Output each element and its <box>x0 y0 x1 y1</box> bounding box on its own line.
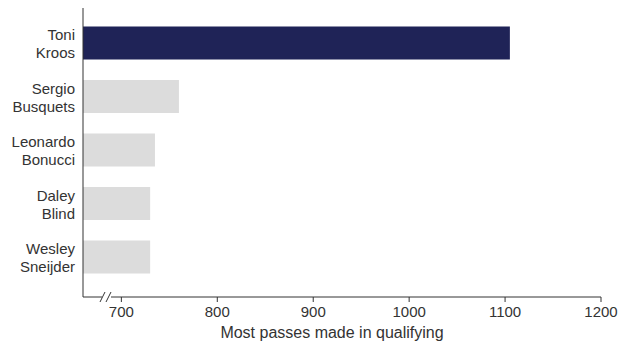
tick-label: 800 <box>205 303 230 320</box>
tick-mark <box>601 297 602 302</box>
bar <box>83 187 150 220</box>
axis-break <box>100 292 105 302</box>
chart: ToniKroos SergioBusquets LeonardoBonucci Da… <box>0 0 624 351</box>
tick-label: 700 <box>109 303 134 320</box>
tick-label: 1100 <box>489 303 521 320</box>
tick-mark <box>313 297 314 302</box>
bar <box>83 134 155 167</box>
tick-mark <box>409 297 410 302</box>
category-label: WesleySneijder <box>20 240 76 275</box>
tick-label: 900 <box>301 303 326 320</box>
bars <box>83 27 510 274</box>
x-axis-title: Most passes made in qualifying <box>220 324 443 341</box>
tick-mark <box>217 297 218 302</box>
bar <box>83 27 510 60</box>
bar <box>83 241 150 274</box>
y-axis-line <box>83 8 84 297</box>
bar <box>83 80 179 113</box>
x-axis-line <box>83 297 601 298</box>
tick-label: 1200 <box>584 303 617 320</box>
category-label: LeonardoBonucci <box>12 133 75 168</box>
category-label: DaleyBlind <box>37 187 76 222</box>
axis-break-gap <box>102 292 111 302</box>
tick-label: 1000 <box>392 303 425 320</box>
tick-mark <box>121 297 122 302</box>
tick-mark <box>505 297 506 302</box>
axis-break <box>106 292 111 302</box>
category-label: ToniKroos <box>36 26 75 61</box>
category-label: SergioBusquets <box>12 80 75 115</box>
